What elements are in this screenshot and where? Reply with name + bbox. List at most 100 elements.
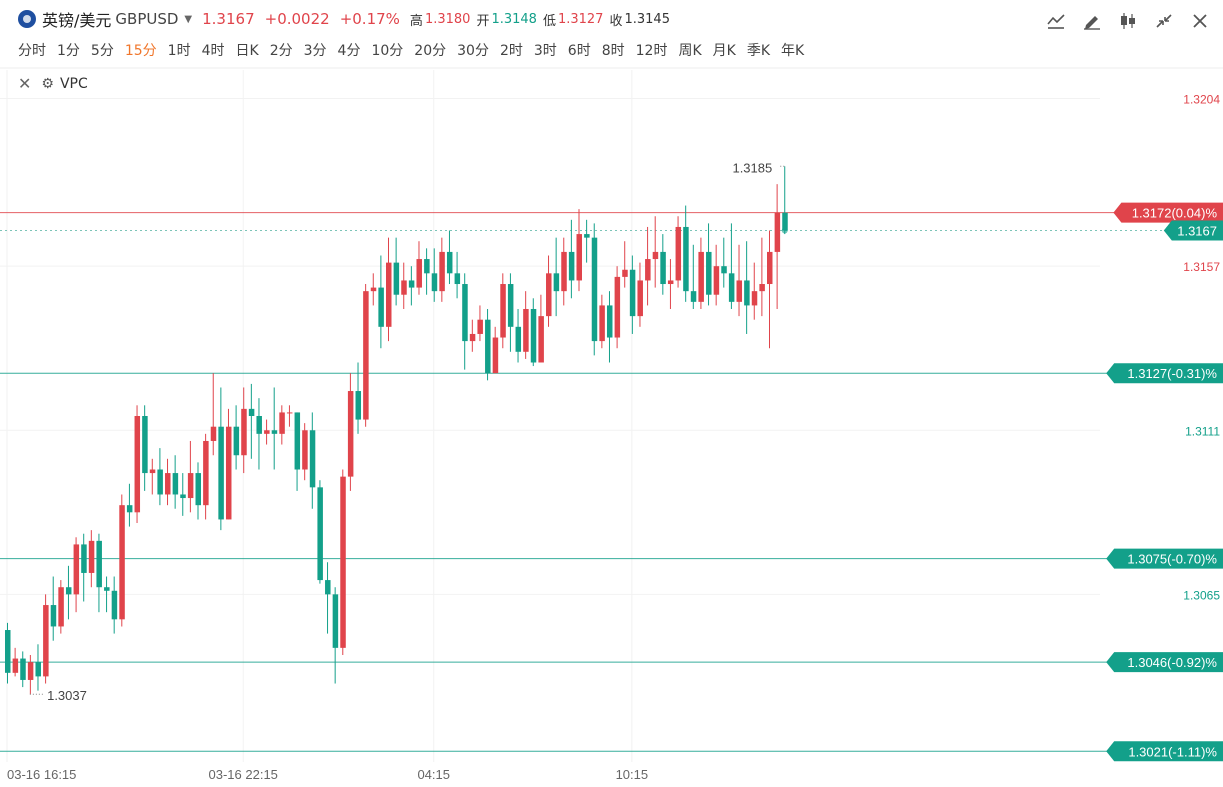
period-tab[interactable]: 20分 [414, 43, 447, 59]
instrument-symbol[interactable]: GBPUSD [115, 10, 179, 28]
candle-body[interactable] [256, 416, 262, 434]
candle-body[interactable] [20, 658, 26, 680]
candle-body[interactable] [553, 273, 560, 292]
candle-body[interactable] [73, 544, 80, 595]
candle-body[interactable] [401, 280, 407, 295]
candle-body[interactable] [187, 473, 194, 499]
period-tab[interactable]: 3时 [533, 43, 557, 59]
candle-body[interactable] [165, 473, 171, 495]
candle-body[interactable] [782, 212, 788, 231]
candle-body[interactable] [439, 251, 445, 292]
candle-body[interactable] [355, 391, 362, 420]
period-tab[interactable]: 1时 [167, 43, 191, 59]
candle-body[interactable] [462, 284, 468, 342]
candle-body[interactable] [523, 308, 529, 352]
period-tab[interactable]: 日K [235, 43, 259, 59]
candle-body[interactable] [431, 273, 438, 292]
candle-body[interactable] [27, 662, 34, 680]
candle-body[interactable] [58, 587, 64, 627]
period-tab[interactable]: 周K [678, 43, 702, 59]
candle-body[interactable] [500, 284, 506, 338]
candle-body[interactable] [576, 234, 583, 281]
candle-body[interactable] [104, 587, 110, 591]
candle-body[interactable] [157, 469, 163, 495]
period-tab[interactable]: 5分 [90, 43, 114, 59]
candle-body[interactable] [606, 305, 613, 338]
period-tab[interactable]: 2分 [269, 43, 293, 59]
candle-body[interactable] [736, 280, 743, 302]
period-tab[interactable]: 15分 [124, 43, 157, 59]
candle-body[interactable] [614, 276, 621, 338]
candle-body[interactable] [65, 587, 72, 595]
candle-body[interactable] [142, 416, 148, 474]
candle-body[interactable] [149, 469, 156, 474]
candle-body[interactable] [43, 605, 49, 677]
candle-body[interactable] [134, 416, 141, 513]
candle-body[interactable] [538, 316, 544, 363]
line-tool-icon[interactable] [1043, 8, 1069, 34]
candle-body[interactable] [774, 212, 781, 252]
period-tab[interactable]: 1分 [57, 43, 80, 59]
gear-icon[interactable]: ⚙ [41, 75, 54, 92]
candle-body[interactable] [325, 580, 331, 595]
candle-body[interactable] [393, 262, 400, 295]
candle-body[interactable] [271, 430, 278, 434]
candle-body[interactable] [81, 544, 87, 573]
draw-tool-icon[interactable] [1079, 8, 1105, 34]
period-tab[interactable]: 10分 [371, 43, 404, 59]
candle-body[interactable] [5, 630, 11, 673]
period-tab[interactable]: 3分 [303, 43, 327, 59]
candle-body[interactable] [652, 251, 659, 260]
candle-body[interactable] [12, 658, 19, 673]
candle-body[interactable] [218, 426, 224, 520]
candle-body[interactable] [233, 426, 240, 456]
candle-body[interactable] [50, 605, 57, 627]
candle-body[interactable] [637, 280, 643, 317]
period-tab[interactable]: 4分 [337, 43, 361, 59]
candle-body[interactable] [309, 430, 316, 488]
candle-body[interactable] [111, 590, 118, 620]
candle-type-icon[interactable] [1115, 8, 1141, 34]
candle-body[interactable] [622, 269, 628, 277]
candle-body[interactable] [210, 426, 217, 441]
candle-body[interactable] [690, 291, 697, 302]
candle-body[interactable] [629, 269, 636, 317]
candle-body[interactable] [515, 326, 522, 352]
candle-body[interactable] [119, 505, 125, 620]
candle-body[interactable] [454, 273, 461, 285]
candle-body[interactable] [667, 280, 674, 285]
period-tab[interactable]: 4时 [201, 43, 225, 59]
candle-body[interactable] [645, 259, 651, 281]
close-icon[interactable] [1187, 8, 1213, 34]
candle-body[interactable] [126, 505, 133, 513]
candle-body[interactable] [378, 287, 384, 327]
candle-body[interactable] [332, 594, 339, 648]
candle-body[interactable] [424, 259, 430, 274]
candle-body[interactable] [492, 337, 499, 374]
candle-body[interactable] [386, 262, 392, 327]
candle-body[interactable] [721, 266, 727, 274]
candle-body[interactable] [172, 473, 179, 495]
candle-body[interactable] [546, 273, 552, 317]
candle-body[interactable] [241, 408, 247, 456]
candle-body[interactable] [286, 412, 293, 414]
candle-body[interactable] [584, 234, 590, 238]
candle-body[interactable] [469, 333, 476, 342]
period-tab[interactable]: 季K [746, 43, 771, 59]
candle-body[interactable] [347, 391, 354, 477]
candle-body[interactable] [446, 251, 453, 274]
candle-body[interactable] [96, 540, 102, 588]
candle-body[interactable] [35, 662, 41, 677]
candle-body[interactable] [340, 476, 346, 648]
candle-body[interactable] [706, 251, 712, 295]
candle-body[interactable] [195, 473, 202, 506]
candle-body[interactable] [370, 287, 377, 292]
candle-body[interactable] [225, 426, 232, 520]
period-tab[interactable]: 30分 [457, 43, 489, 59]
candle-body[interactable] [591, 237, 598, 342]
candle-body[interactable] [416, 259, 422, 288]
candle-body[interactable] [561, 251, 567, 292]
candle-body[interactable] [264, 430, 270, 434]
period-tab[interactable]: 2时 [499, 43, 523, 59]
candle-body[interactable] [88, 540, 95, 573]
